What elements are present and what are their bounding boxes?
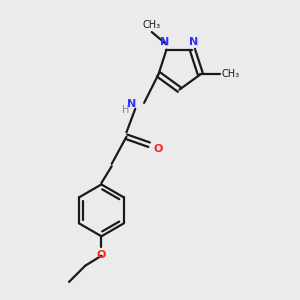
Text: CH₃: CH₃ bbox=[143, 20, 161, 30]
Text: O: O bbox=[154, 143, 163, 154]
Text: CH₃: CH₃ bbox=[221, 69, 239, 80]
Text: N: N bbox=[128, 99, 137, 110]
Text: N: N bbox=[189, 37, 199, 47]
Text: H: H bbox=[122, 105, 129, 115]
Text: N: N bbox=[160, 37, 169, 47]
Text: O: O bbox=[97, 250, 106, 260]
